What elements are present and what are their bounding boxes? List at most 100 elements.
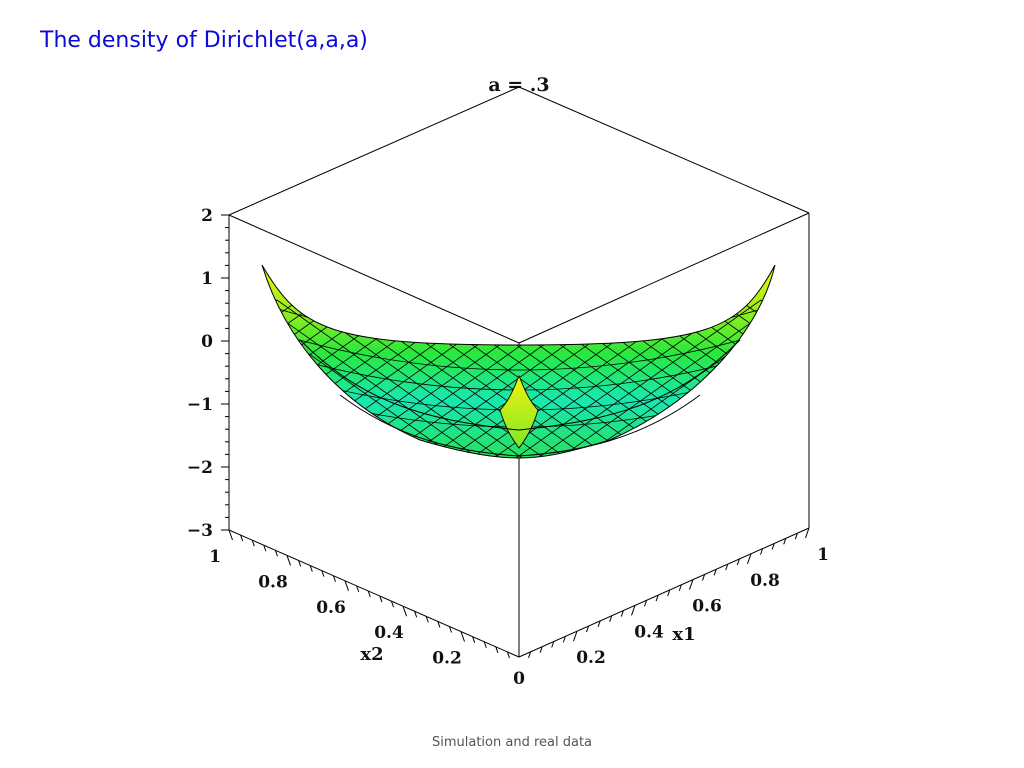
mesh-line: [740, 299, 775, 458]
z-tick-label: 1: [201, 269, 213, 289]
mesh-line: [783, 300, 1023, 470]
x1-tick-major: [747, 553, 752, 564]
x1-axis-label: x1: [672, 624, 695, 645]
x1-tick-minor: [562, 636, 566, 643]
mesh-line: [262, 299, 322, 458]
x2-tick-label: 0.2: [432, 649, 462, 669]
x2-tick-minor: [390, 600, 394, 608]
mesh-line: [262, 299, 320, 458]
x2-tick-minor: [251, 539, 255, 547]
mesh-line: [981, 300, 1024, 470]
surface-center-spike: [499, 374, 539, 449]
x1-tick-minor: [794, 532, 798, 540]
mesh-line: [0, 300, 35, 470]
x2-tick-label: 0.8: [258, 572, 288, 592]
mesh-line: [827, 300, 1024, 470]
mesh-line: [0, 300, 145, 470]
x1-tick-major: [805, 527, 810, 539]
surface-lower-rim: [339, 394, 701, 457]
mesh-line: [0, 300, 209, 470]
mesh-line: [785, 300, 1024, 470]
x1-tick-minor: [528, 651, 532, 659]
x2-tick-minor: [298, 560, 302, 567]
mesh-line: [805, 300, 1024, 470]
z-tick-label: −3: [187, 521, 213, 541]
mesh-line: [0, 300, 123, 470]
x1-tick-label: 0.8: [750, 571, 780, 591]
x1-tick-minor: [586, 625, 590, 633]
x2-tick-label: 0.6: [316, 598, 346, 618]
x1-tick-minor: [597, 620, 601, 628]
x2-tick-minor: [332, 575, 336, 582]
x1-tick-label: 0.2: [576, 648, 606, 668]
mesh-line: [807, 300, 1024, 470]
mesh-line: [849, 300, 1024, 470]
mesh-line: [262, 299, 344, 458]
box-edge-front-top-left: [228, 214, 520, 344]
x1-tick-minor: [760, 548, 764, 555]
mesh-line: [0, 300, 57, 470]
x2-tick-label: 1: [209, 547, 221, 567]
box-edge-front-top-right: [518, 212, 810, 344]
x1-tick-minor: [783, 538, 787, 545]
mesh-line: [542, 299, 775, 458]
box-edge-bottom-right: [518, 527, 810, 658]
mesh-contour: [262, 324, 775, 371]
x1-tick-major: [631, 605, 636, 616]
bounding-box: [228, 86, 810, 658]
mesh-line: [893, 300, 1024, 470]
mesh-line: [694, 299, 775, 458]
x2-axis-label: x2: [360, 644, 383, 665]
mesh-line: [0, 300, 79, 470]
z-tick-label: 0: [201, 332, 213, 352]
x2-tick-minor: [437, 621, 441, 628]
box-edge-bottom-left: [228, 529, 520, 658]
mesh-line: [762, 299, 775, 458]
x2-tick-minor: [321, 570, 325, 577]
x2-tick-minor: [240, 534, 244, 542]
mesh-line: [851, 300, 1024, 470]
x1-tick-label: 1: [817, 545, 829, 565]
x1-tick-minor: [725, 563, 729, 571]
x2-tick-minor: [483, 641, 487, 648]
mesh-line: [262, 299, 364, 458]
mesh-line: [0, 300, 101, 470]
x2-tick-major: [460, 631, 465, 642]
mesh-line: [959, 300, 1024, 470]
mesh-line: [716, 299, 775, 458]
z-tick-label: 2: [201, 206, 213, 226]
mesh-line: [0, 300, 231, 470]
mesh-line: [15, 300, 255, 470]
x2-tick-minor: [472, 636, 476, 643]
x1-tick-minor: [713, 569, 717, 576]
surface: [0, 264, 1024, 470]
x2-tick-minor: [367, 590, 371, 598]
x1-axis: 0.2 0.4 0.6 0.8 1: [528, 527, 829, 668]
mesh-line: [520, 299, 762, 458]
mesh-line: [262, 299, 300, 458]
x2-tick-label: 0.4: [374, 623, 404, 643]
mesh-line: [262, 299, 278, 458]
slide-title: The density of Dirichlet(a,a,a): [40, 28, 368, 53]
x1-tick-minor: [771, 543, 775, 550]
x2-tick-major: [402, 606, 407, 617]
box-edge-top-left: [228, 86, 520, 216]
mesh-line: [262, 299, 366, 458]
x2-tick-minor: [414, 611, 418, 618]
mesh-line: [0, 300, 13, 470]
mesh-line: [738, 299, 775, 458]
x1-tick-minor: [609, 615, 613, 622]
z-tick-label: −1: [187, 395, 213, 415]
x1-tick-label: 0.4: [634, 622, 664, 642]
mesh-line: [937, 300, 1024, 470]
x2-tick-major: [228, 529, 233, 541]
x1-tick-minor: [736, 558, 740, 566]
x1-tick-minor: [539, 646, 543, 653]
x2-tick-minor: [263, 545, 267, 552]
mesh-line: [0, 300, 233, 470]
x1-tick-minor: [678, 584, 682, 591]
x1-tick-minor: [655, 594, 659, 602]
x2-tick-minor: [309, 565, 313, 572]
x1-tick-label: 0.6: [692, 597, 722, 617]
